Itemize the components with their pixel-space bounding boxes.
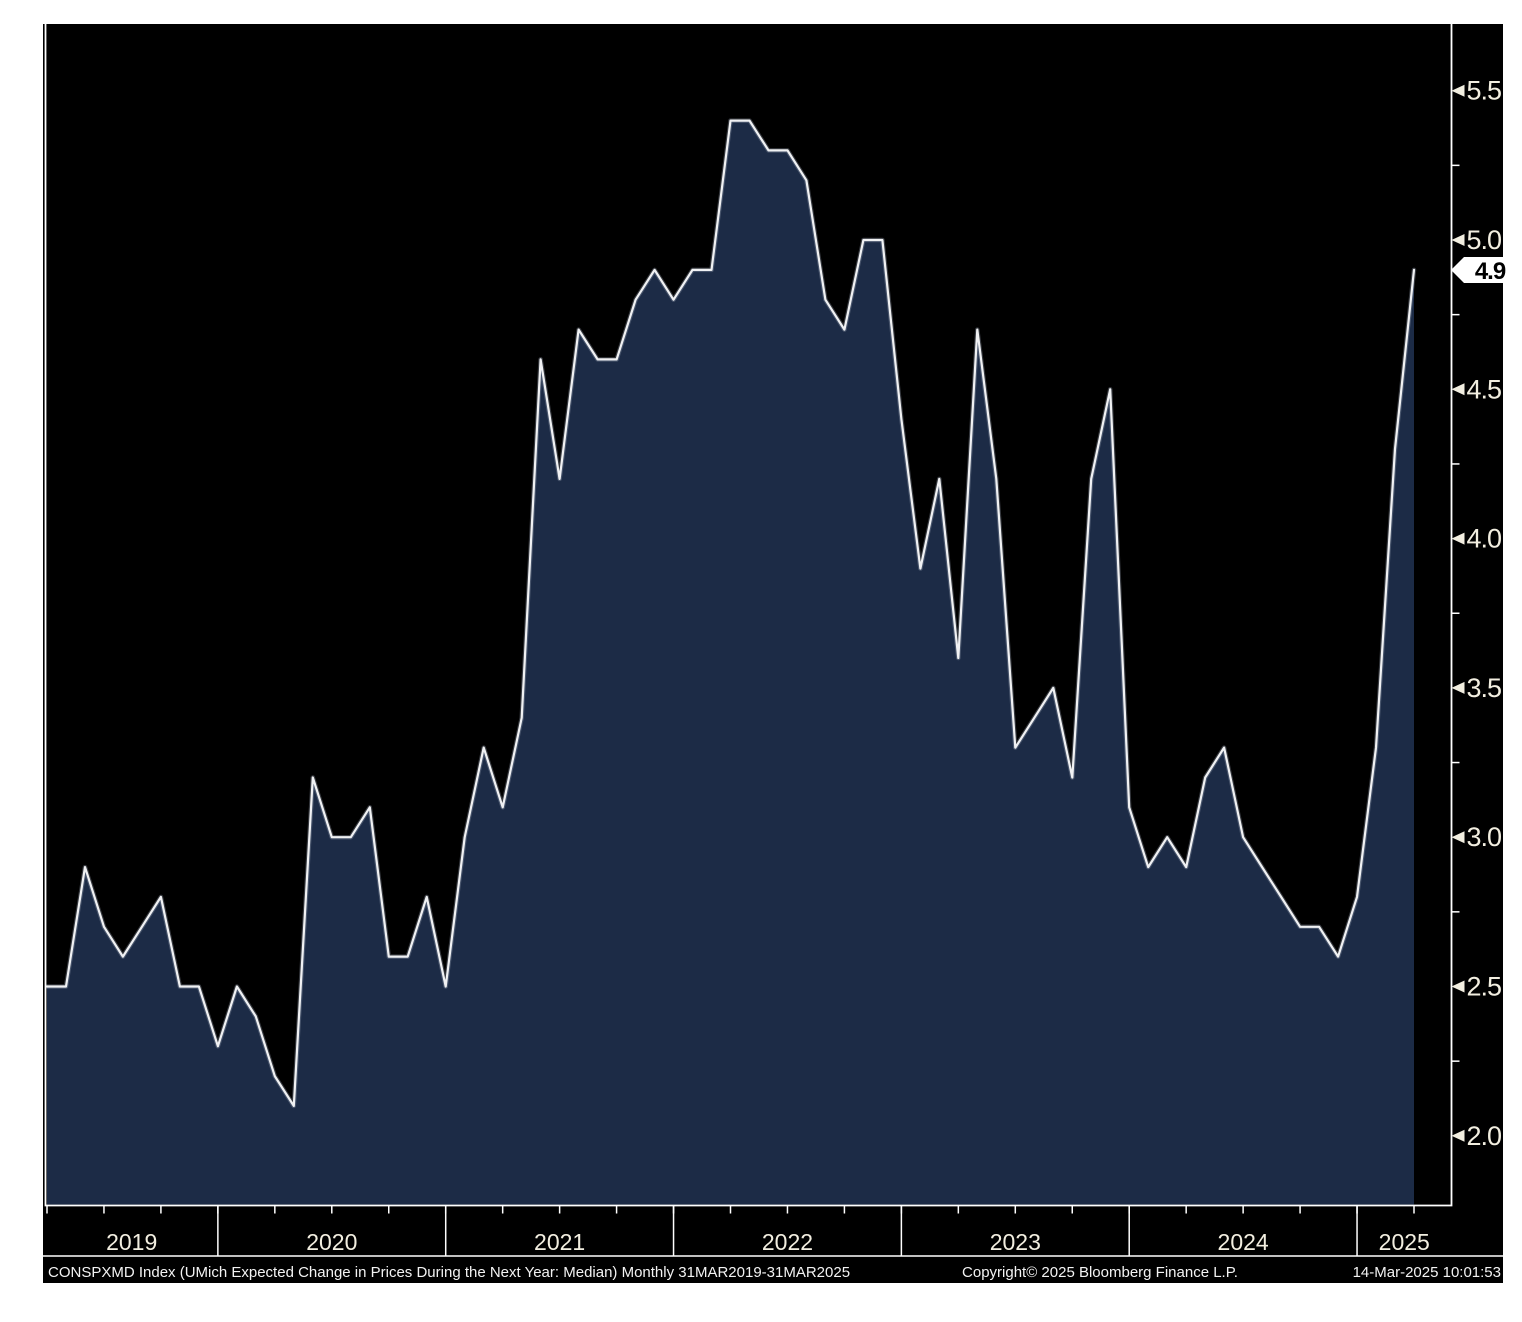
y-tick-marker-4.0 [1451, 532, 1465, 545]
last-value-badge: 4.9 [1451, 257, 1515, 285]
x-axis: 2019 2020 2021 2022 2023 2024 2025 [46, 1205, 1430, 1256]
year-label-2023: 2023 [990, 1229, 1041, 1255]
y-tick-label-4.0: 4.0 [1467, 524, 1502, 554]
year-label-2021: 2021 [534, 1229, 585, 1255]
year-label-2025: 2025 [1379, 1229, 1430, 1255]
y-tick-marker-2.5 [1451, 980, 1465, 993]
y-tick-marker-3.0 [1451, 831, 1465, 844]
y-tick-marker-3.5 [1451, 681, 1465, 694]
plot-frame [44, 24, 1453, 1207]
footer-copyright: Copyright© 2025 Bloomberg Finance L.P. [962, 1264, 1238, 1281]
y-tick-label-2.0: 2.0 [1467, 1121, 1502, 1151]
footer-description: CONSPXMD Index (UMich Expected Change in… [48, 1264, 850, 1281]
y-tick-label-4.5: 4.5 [1467, 374, 1502, 404]
year-label-2024: 2024 [1218, 1229, 1269, 1255]
y-tick-marker-5.5 [1451, 84, 1465, 97]
series-line [45, 119, 1416, 1108]
y-tick-label-3.5: 3.5 [1467, 673, 1502, 703]
y-tick-label-3.0: 3.0 [1467, 822, 1502, 852]
y-tick-label-5.0: 5.0 [1467, 225, 1502, 255]
footer: CONSPXMD Index (UMich Expected Change in… [48, 1264, 1501, 1281]
y-tick-marker-5.0 [1451, 234, 1465, 246]
y-tick-marker-2.0 [1451, 1129, 1465, 1142]
series-group [44, 118, 1417, 1205]
last-value-badge-arrow [1451, 257, 1515, 283]
y-tick-label-2.5: 2.5 [1467, 972, 1502, 1002]
y-axis: 2.0 2.5 3.0 3.5 4.0 4.5 5.0 5.5 [1451, 76, 1502, 1151]
year-label-2020: 2020 [306, 1229, 357, 1255]
y-tick-marker-4.5 [1451, 383, 1465, 396]
year-label-2022: 2022 [762, 1229, 813, 1255]
y-tick-label-5.5: 5.5 [1467, 76, 1502, 106]
year-label-2019: 2019 [106, 1229, 157, 1255]
last-value-badge-label: 4.9 [1475, 258, 1506, 285]
footer-timestamp: 14-Mar-2025 10:01:53 [1353, 1264, 1501, 1281]
series-area [47, 120, 1414, 1205]
